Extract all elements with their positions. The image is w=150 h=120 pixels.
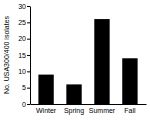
plot: 0 5 10 15 20 25 30 Winter Spring Summer Fall (18, 3, 146, 115)
y-tick: 30 (18, 3, 30, 10)
y-tick-label: 20 (18, 35, 26, 42)
y-tick: 25 (18, 19, 30, 26)
y-tick: 10 (18, 68, 30, 75)
x-tick: Spring (64, 107, 84, 115)
x-axis-line (31, 104, 147, 105)
y-tick: 5 (22, 84, 30, 91)
y-tick-label: 15 (18, 52, 26, 59)
y-tick-label: 0 (22, 101, 26, 108)
y-tick-mark (27, 88, 30, 89)
bar (94, 19, 109, 104)
y-tick-label: 25 (18, 19, 26, 26)
x-tick: Fall (124, 107, 136, 114)
y-tick-mark (27, 6, 30, 7)
x-tick: Winter (36, 107, 57, 114)
bar (66, 84, 81, 104)
y-tick-label: 5 (22, 84, 26, 91)
y-axis-title: No. USA300/400 isolates (3, 15, 10, 94)
x-tick-label: Winter (36, 107, 57, 114)
y-tick: 20 (18, 35, 30, 42)
bar (122, 58, 137, 104)
y-tick-mark (27, 71, 30, 72)
x-axis: Winter Spring Summer Fall (31, 105, 147, 115)
y-axis-line (30, 7, 31, 105)
bars (38, 19, 137, 104)
y-tick-mark (27, 104, 30, 105)
y-tick-mark (27, 39, 30, 40)
chart: 0 5 10 15 20 25 30 Winter Spring Summer Fall No. US… (0, 0, 150, 120)
y-tick: 15 (18, 52, 30, 59)
x-tick-label: Spring (64, 107, 84, 115)
y-tick-mark (27, 22, 30, 23)
x-tick-label: Summer (89, 107, 116, 114)
bar (38, 75, 53, 104)
y-axis: 0 5 10 15 20 25 30 (18, 3, 30, 108)
x-tick: Summer (89, 107, 116, 114)
y-tick: 0 (22, 101, 30, 108)
y-tick-label: 30 (18, 3, 26, 10)
y-tick-label: 10 (18, 68, 26, 75)
y-tick-mark (27, 55, 30, 56)
x-tick-label: Fall (124, 107, 136, 114)
